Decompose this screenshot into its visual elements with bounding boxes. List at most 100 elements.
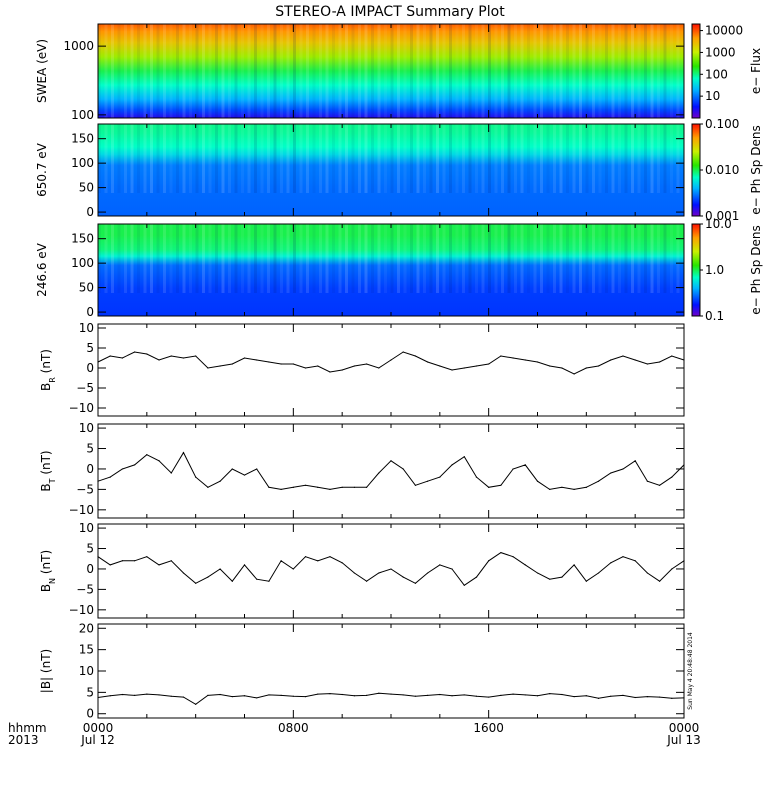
y-tick-label: 0 (86, 361, 94, 375)
data-point (524, 564, 526, 566)
data-point (304, 556, 307, 558)
panel-frame (97, 623, 685, 719)
y-tick-label: 20 (79, 621, 94, 635)
data-point (414, 695, 417, 697)
data-point (414, 355, 417, 357)
data-point (610, 359, 612, 361)
y-axis-label: BR (nT) (39, 349, 57, 391)
y-tick-label: 10 (79, 421, 94, 435)
data-point (378, 572, 380, 574)
y-tick-label: −5 (76, 482, 94, 496)
data-point (219, 365, 221, 367)
data-point (622, 694, 624, 696)
y-tick-label: 50 (79, 181, 94, 195)
colorbar-tick-label: 0.001 (705, 209, 739, 223)
data-point (451, 369, 453, 371)
data-point (463, 367, 465, 369)
x-tick-label: 0000 (83, 721, 114, 735)
data-point (549, 693, 551, 695)
data-point (170, 355, 172, 357)
data-point (280, 694, 282, 696)
y-tick-label: 10 (79, 521, 94, 535)
x-tick-label: 0000 (669, 721, 700, 735)
panel-frame (97, 523, 685, 619)
data-point (549, 365, 551, 367)
data-point (390, 460, 392, 462)
data-point (256, 697, 258, 699)
data-point (573, 373, 575, 375)
data-point (512, 556, 514, 558)
data-point (561, 693, 563, 696)
data-point (451, 464, 453, 466)
data-point (268, 694, 270, 696)
y-axis-label: |B| (nT) (39, 649, 53, 693)
data-point (243, 474, 246, 476)
data-point (585, 367, 587, 369)
data-point (402, 468, 404, 470)
data-point (439, 365, 441, 367)
data-point (634, 460, 636, 462)
data-point (658, 696, 661, 698)
data-point (365, 580, 368, 582)
panel-2: 0.001 0.010 0.100 e− Ph Sp Dens 0 50 100 150 650… (35, 117, 763, 223)
y-tick-label: 0 (86, 562, 94, 576)
data-point (439, 476, 441, 478)
data-point (207, 486, 209, 488)
data-point (427, 572, 429, 574)
data-point (512, 357, 514, 359)
data-point (585, 695, 587, 697)
data-point (292, 363, 294, 365)
colorbar-tick-label: 1.0 (705, 263, 724, 277)
data-point (353, 486, 355, 488)
data-point (231, 696, 233, 698)
colorbar-tick-label: 1000 (705, 45, 736, 59)
data-point (671, 355, 673, 357)
data-point (243, 564, 246, 566)
data-point (500, 484, 502, 486)
data-point (146, 454, 148, 456)
data-point (243, 357, 246, 359)
data-point (121, 560, 124, 562)
y-axis-label: SWEA (eV) (35, 39, 49, 103)
data-point (658, 580, 661, 582)
series-line (97, 451, 685, 490)
spectrogram (98, 224, 684, 316)
data-point (268, 486, 270, 488)
data-point (378, 472, 380, 474)
data-point (158, 564, 160, 566)
timestamp-label: Sun May 4 20:48:48 2014 (687, 632, 694, 710)
colorbar-tick-label: 10.0 (705, 217, 732, 231)
data-point (109, 355, 111, 357)
data-point (610, 562, 612, 564)
data-point (512, 468, 514, 470)
data-point (561, 486, 563, 488)
data-point (634, 696, 636, 699)
panel-7: 0 5 10 15 20 |B| (nT) (39, 621, 685, 721)
data-point (671, 476, 673, 478)
data-point (646, 572, 648, 574)
data-point (121, 693, 124, 696)
data-point (182, 452, 185, 454)
spectrogram (98, 24, 684, 118)
y-tick-label: 100 (71, 256, 94, 270)
data-point (390, 693, 392, 695)
data-point (488, 560, 490, 562)
data-point (280, 363, 282, 365)
data-point (134, 351, 136, 353)
data-point (597, 480, 600, 482)
data-point (402, 694, 404, 696)
series-line (97, 351, 685, 375)
data-point (109, 564, 111, 566)
data-point (341, 486, 343, 488)
data-point (622, 556, 624, 558)
data-point (158, 460, 160, 462)
data-point (671, 697, 673, 699)
data-point (427, 480, 429, 482)
data-point (439, 564, 441, 566)
data-point (256, 359, 258, 361)
data-point (121, 468, 124, 470)
data-point (329, 556, 331, 558)
y-tick-label: 15 (79, 643, 94, 657)
